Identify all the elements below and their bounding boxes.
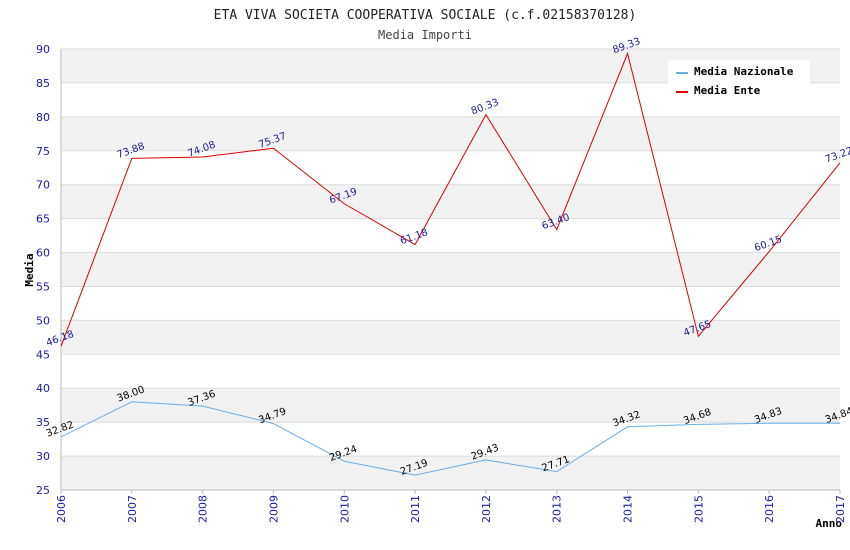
data-label-media-ente-2012: 80.33 <box>470 97 501 117</box>
band-35 <box>61 388 840 423</box>
x-axis-label: Anno <box>816 517 843 530</box>
series-lines <box>60 51 841 476</box>
y-tick-80: 80 <box>36 111 50 124</box>
chart-subtitle: Media Importi <box>378 28 472 42</box>
data-label-media-ente-2016: 60.15 <box>753 234 784 254</box>
x-tick-2009: 2009 <box>267 495 280 523</box>
legend-label-media-nazionale: Media Nazionale <box>694 65 794 78</box>
legend-box <box>668 60 810 102</box>
y-tick-25: 25 <box>36 484 50 497</box>
series-line-media-nazionale <box>60 401 841 476</box>
legend-label-media-ente: Media Ente <box>694 84 761 97</box>
x-tick-2013: 2013 <box>551 495 564 523</box>
y-tick-50: 50 <box>36 314 50 327</box>
y-tick-40: 40 <box>36 382 50 395</box>
x-tick-2008: 2008 <box>197 495 210 523</box>
band-65 <box>61 184 840 219</box>
x-tick-2014: 2014 <box>622 495 635 523</box>
x-tick-2010: 2010 <box>338 495 351 523</box>
y-tick-60: 60 <box>36 247 50 260</box>
y-axis-label: Media <box>23 253 36 286</box>
y-tick-30: 30 <box>36 450 50 463</box>
y-tick-45: 45 <box>36 348 50 361</box>
axes <box>60 49 840 491</box>
x-axis-ticks: 2006 2007 2008 2009 2010 2011 2012 2013 2014 2015… <box>55 490 847 523</box>
legend: Media Nazionale Media Ente <box>668 60 810 102</box>
x-tick-2017: 2017 <box>834 495 847 523</box>
x-tick-2016: 2016 <box>763 495 776 523</box>
y-tick-55: 55 <box>36 280 50 293</box>
y-tick-85: 85 <box>36 77 50 90</box>
x-tick-2011: 2011 <box>409 495 422 523</box>
x-tick-2006: 2006 <box>55 495 68 523</box>
y-tick-70: 70 <box>36 179 50 192</box>
band-75 <box>61 116 840 151</box>
band-55 <box>61 252 840 287</box>
band-25 <box>61 456 840 490</box>
y-tick-35: 35 <box>36 416 50 429</box>
y-axis-ticks: 25 30 35 40 45 50 55 60 65 70 75 80 85 90 <box>36 43 50 497</box>
y-tick-90: 90 <box>36 43 50 56</box>
x-tick-2007: 2007 <box>126 495 139 523</box>
x-tick-2015: 2015 <box>692 495 705 523</box>
series-line-media-ente <box>60 51 841 347</box>
x-tick-2012: 2012 <box>480 495 493 523</box>
chart-title: ETA VIVA SOCIETA COOPERATIVA SOCIALE (c.… <box>214 8 637 23</box>
band-45 <box>61 320 840 355</box>
y-tick-65: 65 <box>36 213 50 226</box>
plot-background <box>61 49 840 490</box>
y-tick-75: 75 <box>36 145 50 158</box>
